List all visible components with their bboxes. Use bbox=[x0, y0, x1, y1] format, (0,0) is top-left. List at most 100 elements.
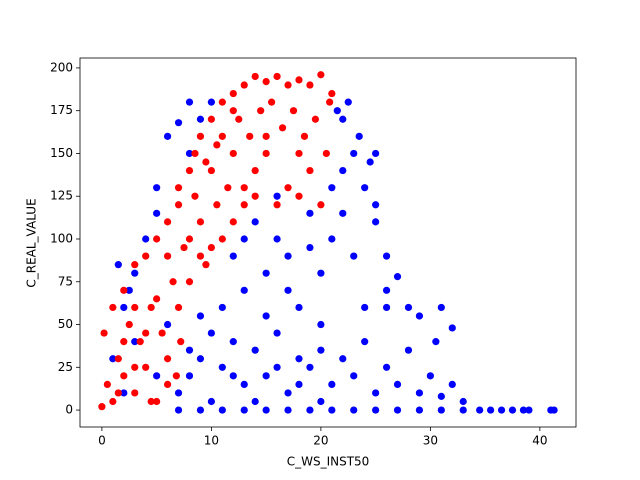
point bbox=[120, 389, 128, 397]
point bbox=[326, 98, 334, 106]
point bbox=[240, 406, 248, 414]
point bbox=[432, 338, 440, 346]
point bbox=[295, 355, 303, 363]
point bbox=[240, 286, 248, 294]
point bbox=[361, 184, 369, 192]
point bbox=[153, 372, 161, 380]
point bbox=[207, 98, 215, 106]
point bbox=[218, 303, 226, 312]
point bbox=[508, 406, 517, 414]
point bbox=[229, 252, 237, 260]
point bbox=[180, 243, 188, 252]
y-tick-label: 200 bbox=[50, 60, 73, 74]
point bbox=[213, 201, 221, 209]
point bbox=[550, 406, 558, 414]
point bbox=[284, 184, 292, 192]
point bbox=[262, 78, 270, 86]
y-tick-label: 0 bbox=[65, 403, 73, 417]
point bbox=[153, 235, 161, 243]
point bbox=[328, 89, 336, 98]
point bbox=[229, 218, 237, 226]
point bbox=[306, 81, 314, 89]
y-tick-label: 50 bbox=[58, 317, 73, 331]
point bbox=[251, 166, 259, 175]
point bbox=[448, 324, 456, 332]
point bbox=[415, 312, 424, 320]
point bbox=[120, 372, 128, 380]
point bbox=[372, 406, 380, 414]
point bbox=[131, 261, 139, 269]
point bbox=[174, 119, 183, 127]
point bbox=[174, 184, 183, 192]
point bbox=[240, 235, 248, 243]
point bbox=[519, 406, 528, 414]
point bbox=[273, 329, 281, 337]
point bbox=[185, 235, 194, 243]
point bbox=[268, 98, 276, 106]
point bbox=[98, 403, 106, 411]
point bbox=[350, 149, 358, 158]
point bbox=[163, 218, 172, 226]
point bbox=[207, 397, 215, 406]
point bbox=[437, 392, 445, 400]
point bbox=[251, 397, 259, 406]
point bbox=[339, 115, 347, 123]
point bbox=[174, 389, 183, 397]
point bbox=[437, 406, 445, 414]
point bbox=[251, 192, 259, 200]
point bbox=[240, 81, 248, 89]
point bbox=[229, 338, 237, 346]
point bbox=[278, 124, 287, 132]
point bbox=[147, 397, 155, 406]
point bbox=[372, 218, 380, 226]
point bbox=[229, 89, 237, 98]
x-axis-label: C_WS_INST50 bbox=[287, 455, 370, 469]
point bbox=[120, 303, 128, 312]
point bbox=[262, 406, 270, 414]
point bbox=[339, 166, 347, 175]
point bbox=[273, 363, 281, 371]
point bbox=[328, 235, 336, 243]
x-tick-label: 30 bbox=[423, 434, 438, 448]
point bbox=[382, 303, 391, 312]
point bbox=[525, 406, 533, 414]
point bbox=[174, 303, 183, 312]
point bbox=[317, 71, 325, 79]
point bbox=[114, 261, 122, 269]
point bbox=[382, 363, 391, 371]
point bbox=[251, 72, 259, 81]
point bbox=[284, 252, 292, 260]
point bbox=[163, 380, 172, 389]
point bbox=[196, 218, 205, 226]
point bbox=[142, 252, 150, 260]
point bbox=[415, 406, 424, 414]
point bbox=[328, 184, 336, 192]
point bbox=[142, 363, 150, 371]
point bbox=[361, 303, 369, 312]
point bbox=[202, 158, 210, 166]
point bbox=[273, 72, 281, 81]
point bbox=[262, 372, 270, 380]
point bbox=[224, 184, 232, 192]
x-tick-label: 0 bbox=[98, 434, 106, 448]
point bbox=[174, 201, 183, 209]
point bbox=[153, 397, 161, 406]
point bbox=[426, 372, 434, 380]
point bbox=[172, 372, 180, 380]
point bbox=[284, 81, 292, 89]
point bbox=[306, 166, 314, 175]
point bbox=[131, 269, 139, 277]
point bbox=[196, 115, 205, 123]
point bbox=[218, 406, 226, 414]
point bbox=[218, 98, 226, 106]
point bbox=[218, 132, 226, 140]
point bbox=[185, 166, 194, 175]
point bbox=[350, 406, 358, 414]
point bbox=[289, 107, 298, 115]
point bbox=[196, 406, 205, 414]
point bbox=[322, 149, 330, 158]
point bbox=[262, 132, 270, 140]
point bbox=[163, 252, 172, 260]
point bbox=[185, 98, 194, 106]
